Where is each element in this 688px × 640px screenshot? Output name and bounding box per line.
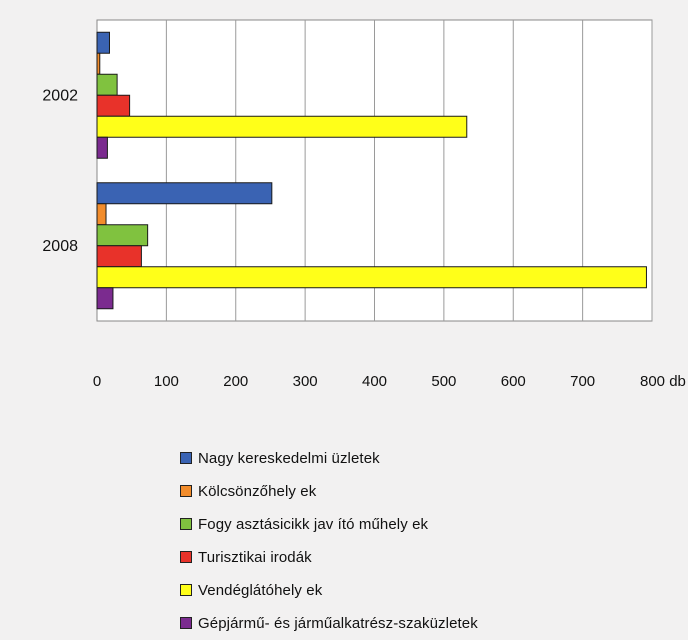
x-tick-label: 200 [223, 373, 248, 390]
legend-label: Kölcsönzőhely ek [198, 482, 317, 500]
legend: Nagy kereskedelmi üzletek Kölcsönzőhely e… [180, 448, 478, 633]
bar-2008-1 [96, 203, 107, 226]
x-tick-label: 600 [501, 373, 526, 390]
x-tick-label: 500 [431, 373, 456, 390]
bar-2008-2 [96, 224, 149, 247]
category-label: 2002 [42, 87, 78, 104]
x-tick-label: 700 [570, 373, 595, 390]
legend-label: Nagy kereskedelmi üzletek [198, 449, 380, 467]
x-axis-ticks: 0 100 200 300 400 500 600 700 800 db [93, 373, 686, 390]
x-tick-label: 800 db [640, 373, 686, 390]
bar-2002-1 [96, 52, 101, 75]
legend-item: Kölcsönzőhely ek [180, 481, 478, 501]
legend-item: Nagy kereskedelmi üzletek [180, 448, 478, 468]
x-tick-label: 100 [154, 373, 179, 390]
x-tick-label: 300 [293, 373, 318, 390]
legend-item: Turisztikai irodák [180, 547, 478, 567]
legend-label: Fogy asztásicikk jav ító műhely ek [198, 515, 429, 533]
legend-item: Vendéglátóhely ek [180, 580, 478, 600]
x-tick-label: 400 [362, 373, 387, 390]
legend-swatch [180, 452, 192, 464]
legend-swatch [180, 617, 192, 629]
bar-2008-5 [96, 287, 114, 310]
bar-2002-0 [96, 31, 110, 54]
bar-2008-4 [96, 266, 647, 289]
legend-item: Fogy asztásicikk jav ító műhely ek [180, 514, 478, 534]
bar-2008-0 [96, 182, 273, 205]
legend-item: Gépjármű- és járműalkatrész-szaküzletek [180, 613, 478, 633]
legend-swatch [180, 551, 192, 563]
legend-label: Gépjármű- és járműalkatrész-szaküzletek [198, 614, 478, 632]
legend-swatch [180, 584, 192, 596]
bar-2002-2 [96, 73, 118, 96]
bar-2008-3 [96, 245, 142, 268]
bar-2002-5 [96, 136, 108, 159]
legend-swatch [180, 518, 192, 530]
x-tick-label: 0 [93, 373, 101, 390]
legend-swatch [180, 485, 192, 497]
bars [96, 31, 647, 310]
legend-label: Vendéglátóhely ek [198, 581, 323, 599]
bar-2002-4 [96, 115, 468, 138]
bar-2002-3 [96, 94, 131, 117]
bar-chart: 2002 2008 0 100 200 300 400 500 600 700 800 db [42, 19, 686, 390]
legend-label: Turisztikai irodák [198, 548, 312, 566]
category-label: 2008 [42, 238, 78, 255]
category-labels: 2002 2008 [42, 87, 78, 255]
